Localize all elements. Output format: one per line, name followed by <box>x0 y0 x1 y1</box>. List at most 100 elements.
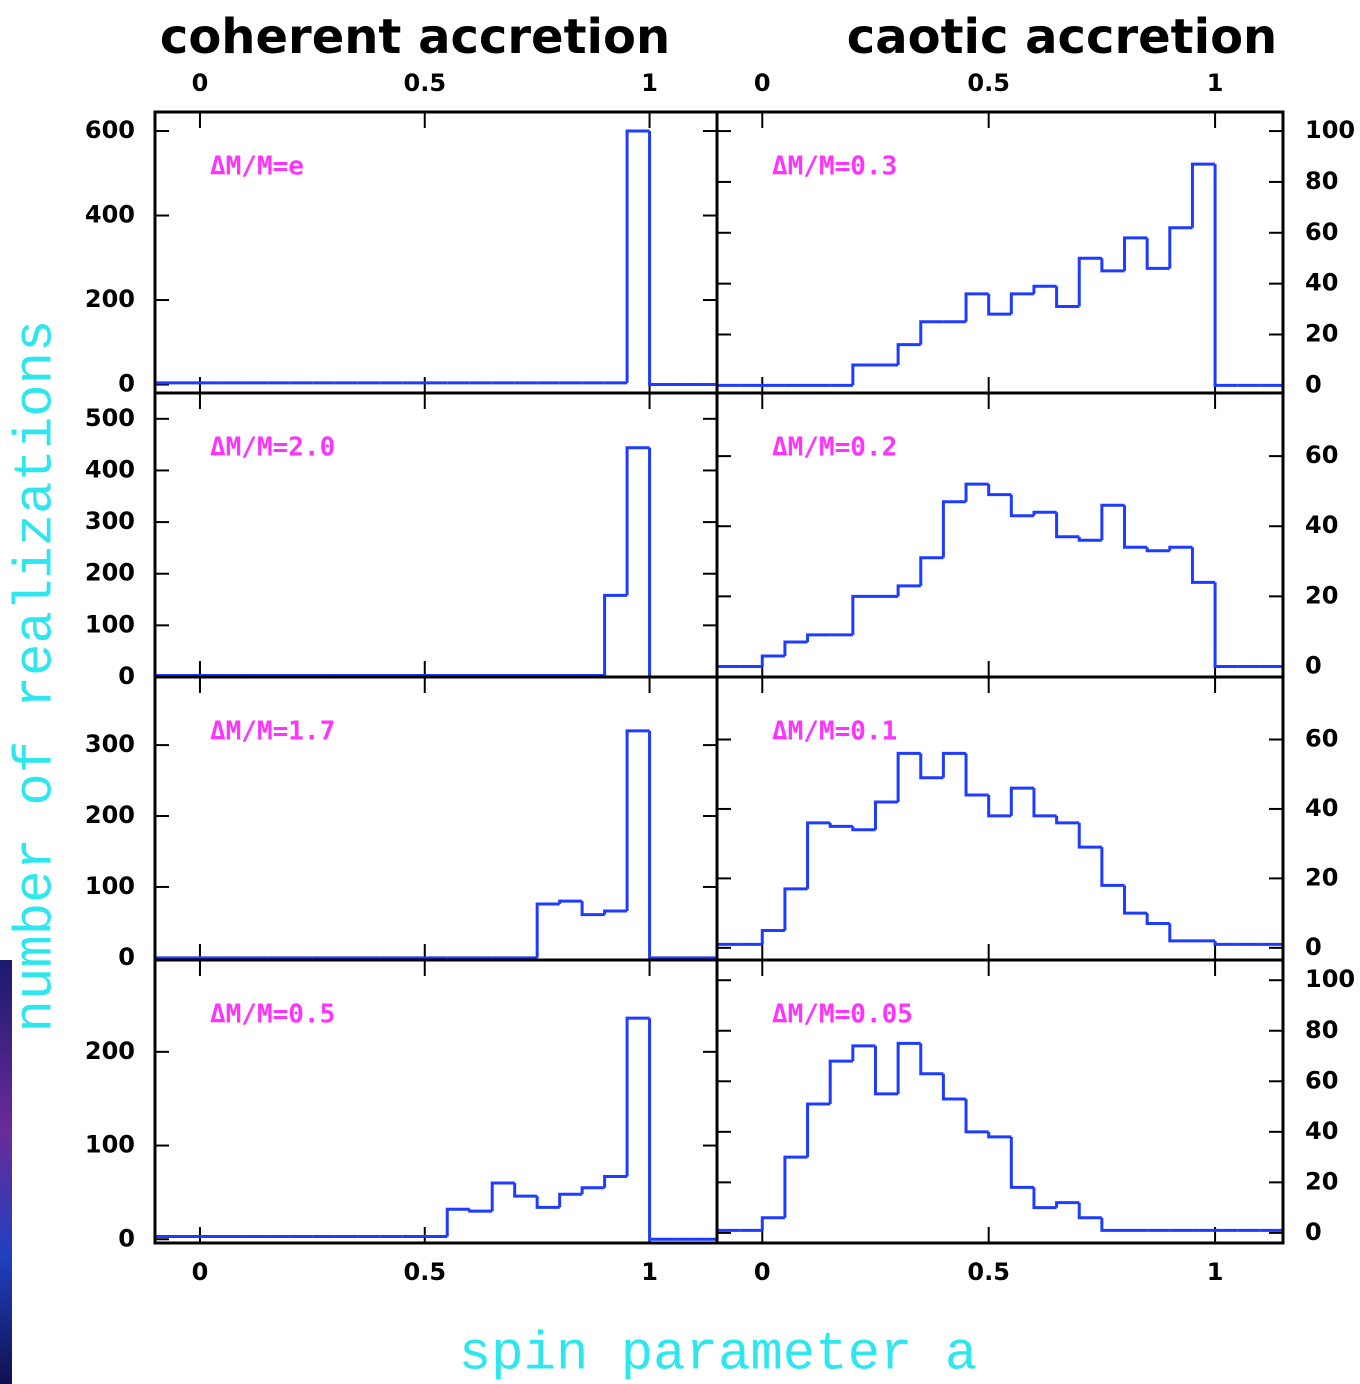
y-tick-label: 20 <box>1305 581 1338 609</box>
histogram-bar <box>648 1018 673 1241</box>
histogram-bar <box>873 1045 899 1096</box>
panel: 0 200 400 600 0 0.5 1 ΔM/M=e <box>85 69 719 398</box>
y-tick-label: 0 <box>1305 651 1322 679</box>
y-tick-label: 100 <box>85 872 135 900</box>
y-tick-label: 60 <box>1305 725 1338 753</box>
y-tick-label: 40 <box>1305 511 1338 539</box>
histogram-bar <box>1123 505 1148 549</box>
panel: 0 100 200 300 ΔM/M=1.7 <box>85 675 719 971</box>
histogram-bar <box>1190 162 1216 228</box>
histogram-bar <box>964 292 989 322</box>
histogram-bar <box>1213 164 1238 387</box>
y-tick-label: 100 <box>1305 116 1355 144</box>
histogram-bar <box>445 1207 470 1237</box>
plot-area <box>155 729 717 960</box>
histogram-bar <box>1260 1228 1283 1233</box>
histogram-bar <box>1055 1201 1080 1208</box>
x-tick-label: 1 <box>641 69 658 97</box>
column-title: coherent accretion <box>160 9 670 65</box>
histogram-bar <box>1213 582 1238 668</box>
x-tick-label: 0.5 <box>404 1258 447 1286</box>
x-tick-label: 0.5 <box>967 69 1010 97</box>
y-tick-label: 0 <box>1305 1218 1322 1246</box>
panel: 0 20 40 60 80 100 0 0.5 1 ΔM/M=0.3 <box>715 69 1355 398</box>
histogram-bar <box>987 293 1012 316</box>
annotation: ΔM/M=0.5 <box>210 1000 335 1030</box>
y-tick-label: 0 <box>1305 370 1322 398</box>
histogram-bar <box>1032 510 1057 516</box>
histogram-bar <box>535 1196 560 1209</box>
histogram-bar <box>760 928 785 945</box>
y-tick-label: 20 <box>1305 320 1338 348</box>
histogram-bar <box>648 447 673 677</box>
histogram-bar <box>717 942 740 948</box>
histogram-bar <box>783 640 808 656</box>
y-tick-label: 0 <box>118 943 135 971</box>
histogram-bar <box>806 1102 831 1158</box>
x-tick-label: 1 <box>641 1258 658 1286</box>
panel: 0 100 200 0 0.5 1 ΔM/M=0.5 <box>85 958 719 1286</box>
x-tick-label: 0.5 <box>967 1258 1010 1286</box>
x-tick-label: 0 <box>754 69 771 97</box>
y-tick-label: 400 <box>85 455 135 483</box>
y-tick-label: 300 <box>85 507 135 535</box>
histogram-bar <box>490 1181 515 1212</box>
y-tick-label: 300 <box>85 730 135 758</box>
annotation: ΔM/M=2.0 <box>210 433 335 463</box>
y-tick-label: 200 <box>85 285 135 313</box>
histogram-bar <box>1077 256 1102 307</box>
histogram-bar <box>1168 923 1193 943</box>
histogram-bar <box>1009 494 1034 518</box>
histogram-bar <box>941 1073 967 1101</box>
histogram-bar <box>964 1098 989 1134</box>
histogram-bar <box>783 887 808 931</box>
y-tick-label: 100 <box>1305 965 1355 993</box>
y-tick-label: 600 <box>85 116 135 144</box>
annotation: ΔM/M=e <box>210 152 304 182</box>
histogram-bar <box>1213 940 1238 946</box>
x-tick-label: 1 <box>1207 69 1224 97</box>
y-tick-label: 60 <box>1305 218 1338 246</box>
histogram-bar <box>535 902 560 958</box>
x-tick-label: 0 <box>754 1258 771 1286</box>
y-tick-label: 80 <box>1305 1016 1338 1044</box>
column-title: caotic accretion <box>847 9 1277 65</box>
histogram-bar <box>1077 536 1102 542</box>
histogram-bar <box>1100 503 1125 541</box>
histogram-bar <box>896 1041 921 1094</box>
histogram-bar <box>580 1186 605 1195</box>
panel: 0 100 200 300 400 500 ΔM/M=2.0 <box>85 391 719 690</box>
histogram-bar <box>1032 788 1057 818</box>
plot-area <box>155 129 717 387</box>
y-tick-label: 400 <box>85 201 135 229</box>
histogram-bar <box>603 909 628 915</box>
x-axis-label: spin parameter a <box>459 1324 977 1384</box>
histogram-bar <box>941 500 967 558</box>
histogram-bar <box>1168 226 1193 269</box>
y-tick-label: 20 <box>1305 863 1338 891</box>
plot-area <box>717 751 1283 948</box>
histogram-bar <box>1190 547 1216 584</box>
histogram-bar <box>987 795 1012 818</box>
y-tick-label: 200 <box>85 1037 135 1065</box>
histogram-bar <box>558 1192 583 1208</box>
y-tick-label: 40 <box>1305 794 1338 822</box>
histogram-bar <box>1077 1202 1102 1220</box>
x-tick-label: 0.5 <box>404 69 447 97</box>
histogram-bar <box>896 343 921 366</box>
histogram-bar <box>851 826 876 832</box>
histogram-bar <box>964 753 989 797</box>
panel-frame <box>715 958 1285 1245</box>
histogram-bar <box>828 1059 853 1105</box>
y-tick-label: 0 <box>118 370 135 398</box>
histogram-bar <box>964 482 989 502</box>
y-tick-label: 60 <box>1305 441 1338 469</box>
histogram-bar <box>603 593 628 676</box>
histogram-bar <box>155 381 178 385</box>
y-tick-label: 500 <box>85 404 135 432</box>
histogram-bar <box>648 730 673 960</box>
y-tick-label: 200 <box>85 801 135 829</box>
panel: 0 20 40 60 80 100 0 0.5 1 ΔM/M=0.05 <box>715 958 1355 1286</box>
histogram-bar <box>806 821 831 889</box>
plot-area <box>717 482 1283 668</box>
